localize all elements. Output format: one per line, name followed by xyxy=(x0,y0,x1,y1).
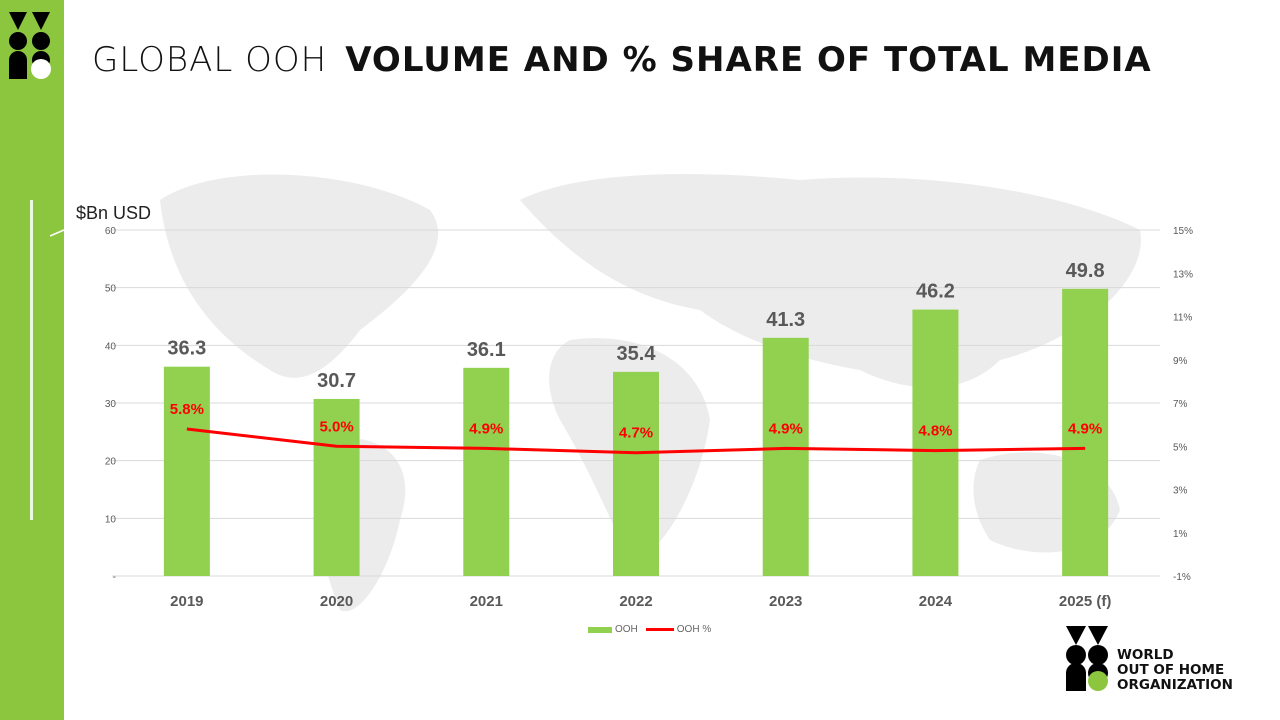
x-tick-label: 2020 xyxy=(320,593,353,610)
bar xyxy=(463,367,510,576)
x-tick-label: 2025 (f) xyxy=(1059,593,1112,610)
bar xyxy=(313,398,360,576)
bar xyxy=(762,337,809,576)
x-tick-label: 2023 xyxy=(769,593,802,610)
legend-label: OOH xyxy=(615,624,638,635)
sidebar xyxy=(0,0,64,720)
y-tick-label: 40 xyxy=(105,341,117,352)
bar-data-label: 35.4 xyxy=(617,343,657,365)
y2-tick-label: 13% xyxy=(1173,269,1193,280)
y2-tick-label: 7% xyxy=(1173,399,1188,410)
y2-tick-label: 9% xyxy=(1173,356,1188,367)
title-light: GLOBAL OOH xyxy=(92,40,328,80)
y-axis-unit-label: $Bn USD xyxy=(76,203,152,223)
line-data-label: 4.9% xyxy=(769,420,803,437)
bar-data-label: 49.8 xyxy=(1066,260,1105,282)
bar-data-label: 36.3 xyxy=(167,338,206,360)
y-tick-label: 30 xyxy=(105,399,117,410)
y2-tick-label: 5% xyxy=(1173,442,1188,453)
y-tick-label: - xyxy=(113,572,116,583)
x-tick-label: 2019 xyxy=(170,593,203,610)
y2-tick-label: 11% xyxy=(1173,313,1192,324)
line-data-label: 4.8% xyxy=(918,423,952,440)
y2-tick-label: 1% xyxy=(1173,529,1188,540)
y2-tick-label: 15% xyxy=(1173,226,1193,237)
legend-label: OOH % xyxy=(676,624,712,635)
bar xyxy=(912,309,959,576)
legend: OOH OOH % xyxy=(588,624,711,635)
title-bold: VOLUME AND % SHARE OF TOTAL MEDIA xyxy=(345,40,1152,80)
x-tick-label: 2024 xyxy=(919,593,953,610)
page-title: GLOBAL OOH VOLUME AND % SHARE OF TOTAL ME… xyxy=(92,38,1152,80)
line-data-label: 5.8% xyxy=(170,401,204,418)
y-tick-label: 20 xyxy=(105,457,117,468)
brand-line: WORLD xyxy=(1117,647,1174,663)
legend-swatch-bar xyxy=(588,626,612,633)
bar-data-label: 30.7 xyxy=(317,370,356,392)
bar-data-label: 41.3 xyxy=(766,309,805,331)
legend-item-ooh-pct: OOH % xyxy=(645,624,712,635)
wooh-logo-icon xyxy=(9,12,51,79)
x-tick-label: 2022 xyxy=(619,593,652,610)
x-tick-label: 2021 xyxy=(470,593,503,610)
brand-line: ORGANIZATION xyxy=(1117,677,1233,693)
bar xyxy=(613,371,659,576)
line-data-label: 4.9% xyxy=(1068,420,1102,437)
y-tick-label: 10 xyxy=(105,514,117,525)
line-series-ooh-pct xyxy=(186,427,1086,455)
line-data-label: 4.9% xyxy=(469,420,503,437)
brand-name: WORLD OUT OF HOME ORGANIZATION xyxy=(1117,648,1233,693)
bar-data-label: 46.2 xyxy=(916,281,955,303)
line-data-label: 5.0% xyxy=(319,418,353,435)
wooh-logo-icon xyxy=(1066,626,1108,691)
legend-swatch-line xyxy=(645,628,674,631)
legend-item-ooh: OOH xyxy=(588,624,638,635)
y-tick-label: 60 xyxy=(105,226,117,237)
brand-line: OUT OF HOME xyxy=(1117,662,1225,678)
y2-tick-label: -1% xyxy=(1173,572,1191,583)
bar-data-label: 36.1 xyxy=(467,339,506,361)
bar xyxy=(163,366,210,576)
sidebar-line xyxy=(30,200,33,520)
y-tick-label: 50 xyxy=(105,284,117,295)
line-data-label: 4.7% xyxy=(619,425,653,442)
bar xyxy=(1062,288,1109,576)
y2-tick-label: 3% xyxy=(1173,486,1188,497)
